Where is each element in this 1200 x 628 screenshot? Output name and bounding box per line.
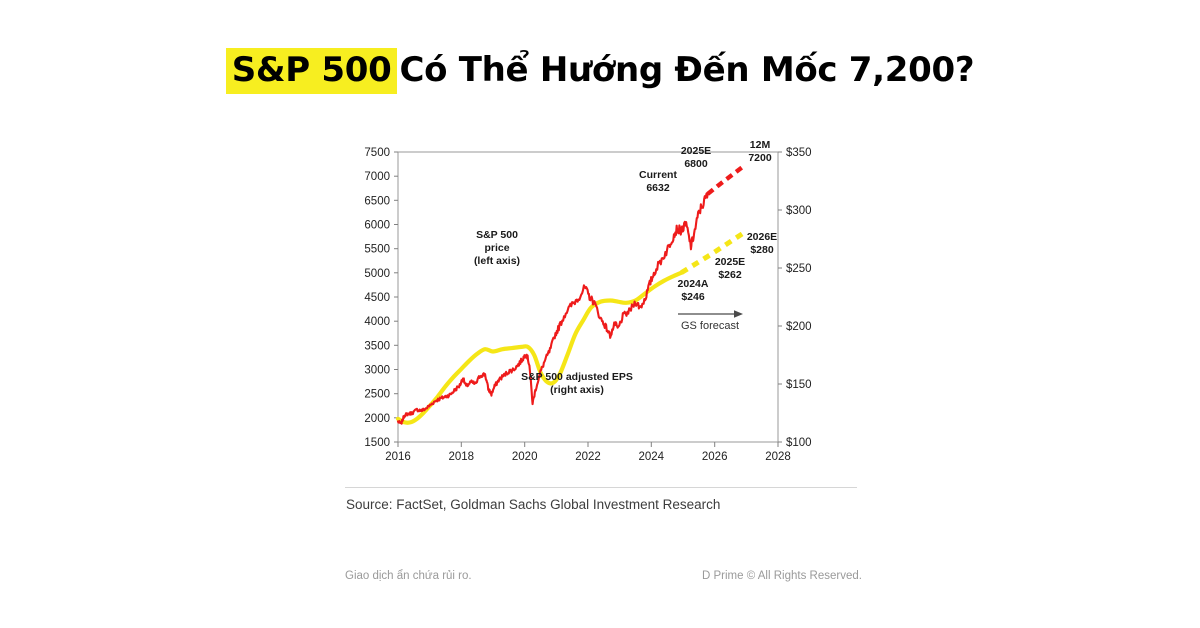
annotation-2026e-value: $280	[750, 244, 774, 256]
left-tick-label: 2000	[364, 413, 390, 425]
right-tick-label: $100	[786, 437, 812, 449]
title-rest: Có Thể Hướng Đến Mốc 7,200?	[399, 50, 975, 90]
price-series-label: S&P 500 price (left axis)	[474, 229, 520, 267]
x-tick-label: 2022	[575, 451, 601, 462]
right-axis-tick: $350	[778, 147, 812, 159]
right-tick-label: $200	[786, 321, 812, 333]
left-tick-label: 3500	[364, 340, 390, 352]
left-tick-label: 3000	[364, 365, 390, 377]
left-axis-tick: 4500	[364, 292, 398, 304]
left-tick-label: 4000	[364, 316, 390, 328]
x-axis-tick: 2026	[702, 442, 728, 462]
gs-forecast-arrow-head	[734, 310, 743, 318]
footer-copyright: D Prime © All Rights Reserved.	[702, 570, 862, 582]
x-tick-label: 2016	[385, 451, 411, 462]
eps-label-line1: S&P 500 adjusted EPS	[521, 371, 633, 383]
x-axis-tick: 2028	[765, 442, 791, 462]
annotation-12m-price: 12M 7200	[748, 139, 772, 164]
source-caption: Source: FactSet, Goldman Sachs Global In…	[346, 497, 721, 512]
annotation-2025e-price-label: 2025E	[681, 145, 711, 157]
chart-card: 7500 7000 6500 6000 5500	[345, 132, 857, 522]
x-tick-label: 2020	[512, 451, 538, 462]
annotation-current-value: 6632	[646, 182, 670, 194]
gs-forecast-callout: GS forecast	[678, 310, 743, 332]
annotation-current: Current 6632	[639, 169, 677, 194]
right-axis-tick: $150	[778, 379, 812, 391]
left-tick-label: 6500	[364, 195, 390, 207]
x-tick-label: 2026	[702, 451, 728, 462]
right-tick-label: $300	[786, 205, 812, 217]
price-label-line3: (left axis)	[474, 255, 520, 267]
left-axis-tick: 6500	[364, 195, 398, 207]
annotation-current-label: Current	[639, 169, 677, 181]
x-axis-tick: 2022	[575, 442, 601, 462]
footer-disclaimer: Giao dịch ẩn chứa rủi ro.	[345, 570, 472, 582]
left-tick-label: 4500	[364, 292, 390, 304]
gs-forecast-label: GS forecast	[681, 320, 739, 332]
title-highlight: S&P 500	[225, 48, 398, 94]
x-axis-tick: 2024	[639, 442, 665, 462]
annotation-2024a-label: 2024A	[678, 278, 709, 290]
annotation-2025e-eps: 2025E $262	[715, 256, 745, 281]
x-axis: 2016 2018 2020 2022 2024	[385, 442, 791, 462]
annotation-2026e-eps: 2026E $280	[747, 231, 777, 256]
eps-series-label: S&P 500 adjusted EPS (right axis)	[521, 371, 633, 396]
x-axis-tick: 2020	[512, 442, 538, 462]
right-axis-tick: $300	[778, 205, 812, 217]
eps-label-line2: (right axis)	[550, 384, 604, 396]
left-axis-tick: 6000	[364, 220, 398, 232]
page-title: S&P 500 Có Thể Hướng Đến Mốc 7,200?	[0, 48, 1200, 94]
left-axis-tick: 5000	[364, 268, 398, 280]
left-tick-label: 2500	[364, 389, 390, 401]
left-axis-tick: 7000	[364, 171, 398, 183]
left-axis-tick: 7500	[364, 147, 398, 159]
left-axis-tick: 2000	[364, 413, 398, 425]
series-price-forecast	[706, 164, 745, 196]
annotation-2026e-label: 2026E	[747, 231, 777, 243]
annotation-12m-value: 7200	[748, 152, 772, 164]
left-axis-tick: 1500	[364, 437, 398, 449]
left-tick-label: 7500	[364, 147, 390, 159]
series-price-solid	[396, 192, 709, 425]
right-axis-tick: $250	[778, 263, 812, 275]
right-axis-tick: $100	[778, 437, 812, 449]
annotation-2025e-price-value: 6800	[684, 158, 708, 170]
left-tick-label: 5000	[364, 268, 390, 280]
annotation-2025e-eps-label: 2025E	[715, 256, 745, 268]
price-label-line1: S&P 500	[476, 229, 518, 241]
x-axis-tick: 2016	[385, 442, 411, 462]
source-divider	[345, 487, 857, 488]
left-axis-tick: 4000	[364, 316, 398, 328]
left-tick-label: 5500	[364, 244, 390, 256]
left-axis-tick: 2500	[364, 389, 398, 401]
left-tick-label: 1500	[364, 437, 390, 449]
left-axis-tick: 3000	[364, 365, 398, 377]
right-tick-label: $150	[786, 379, 812, 391]
price-label-line2: price	[484, 242, 509, 254]
left-tick-label: 7000	[364, 171, 390, 183]
annotation-12m-label: 12M	[750, 139, 771, 151]
x-tick-label: 2028	[765, 451, 791, 462]
x-axis-tick: 2018	[449, 442, 475, 462]
left-axis-tick: 5500	[364, 244, 398, 256]
x-tick-label: 2018	[449, 451, 475, 462]
plot-frame	[397, 151, 779, 443]
left-axis-tick: 3500	[364, 340, 398, 352]
x-tick-label: 2024	[639, 451, 665, 462]
annotation-2024a-eps: 2024A $246	[678, 278, 709, 303]
right-tick-label: $250	[786, 263, 812, 275]
series-eps-solid	[395, 270, 684, 425]
annotation-2025e-eps-value: $262	[718, 269, 742, 281]
title-line: S&P 500 Có Thể Hướng Đến Mốc 7,200?	[225, 48, 975, 94]
right-axis-tick: $200	[778, 321, 812, 333]
sp500-eps-dual-axis-chart: 7500 7000 6500 6000 5500	[364, 139, 812, 462]
annotation-2025e-price: 2025E 6800	[681, 145, 711, 170]
left-tick-label: 6000	[364, 220, 390, 232]
right-tick-label: $350	[786, 147, 812, 159]
annotation-2024a-value: $246	[681, 291, 705, 303]
right-axis: $350 $300 $250 $200 $150	[778, 147, 812, 449]
chart-plot-area: 7500 7000 6500 6000 5500	[345, 132, 857, 462]
left-axis: 7500 7000 6500 6000 5500	[364, 147, 398, 449]
